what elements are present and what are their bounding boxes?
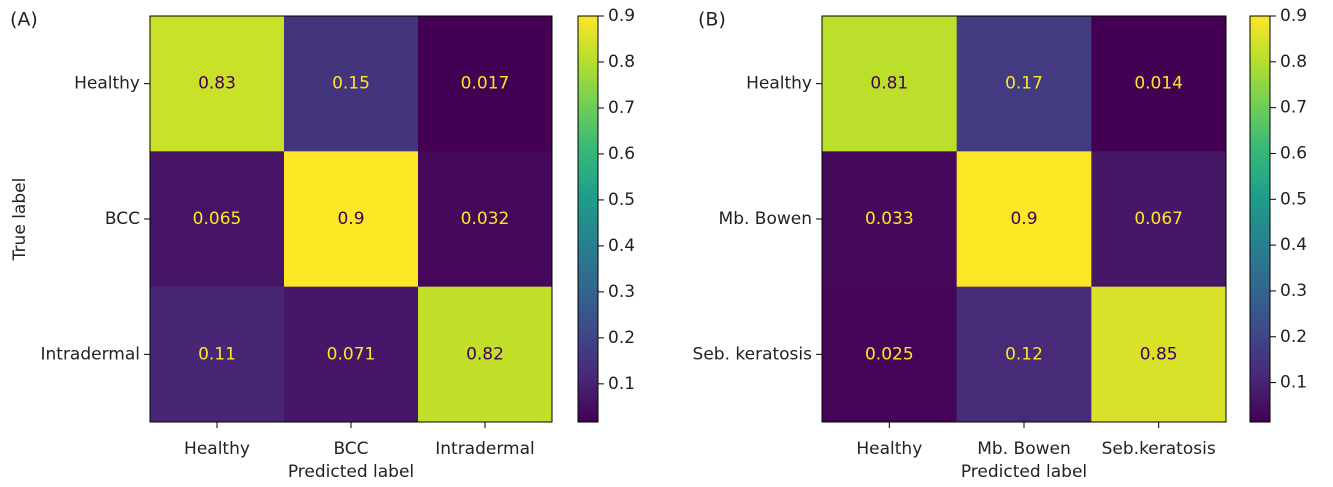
cell-label: 0.014 (1134, 74, 1183, 94)
cell (150, 286, 285, 423)
cell (956, 286, 1092, 423)
y-tick-label: Seb. keratosis (693, 344, 813, 364)
cell-label: 0.85 (1140, 344, 1178, 364)
cell-label: 0.12 (1005, 344, 1043, 364)
cell (822, 16, 958, 152)
x-tick-label: Healthy (856, 439, 922, 459)
y-axis-label: True label (10, 178, 30, 262)
colorbar-tick-label: 0.2 (608, 328, 635, 348)
cell (150, 16, 285, 152)
colorbar-tick-label: 0.9 (608, 6, 635, 26)
colorbar-tick-label: 0.8 (1280, 52, 1307, 72)
colorbar (577, 15, 599, 423)
x-tick-label: Mb. Bowen (977, 439, 1070, 459)
cell-label: 0.81 (870, 74, 908, 94)
cell (150, 151, 285, 288)
cell (418, 16, 553, 152)
cell (822, 151, 958, 288)
colorbar-tick-label: 0.5 (1280, 189, 1307, 209)
cell-label: 0.9 (1010, 209, 1037, 229)
cell (1091, 151, 1227, 288)
cell (956, 151, 1092, 288)
cell (418, 286, 553, 423)
colorbar-tick-label: 0.2 (1280, 327, 1307, 347)
cell (418, 151, 553, 288)
cell-label: 0.065 (193, 209, 242, 229)
cell-label: 0.017 (461, 74, 510, 94)
panel-label: (A) (10, 9, 38, 31)
cell-label: 0.17 (1005, 74, 1043, 94)
cell (1091, 286, 1227, 423)
cell (284, 16, 419, 152)
colorbar-tick-label: 0.7 (608, 98, 635, 118)
cell (1091, 16, 1227, 152)
colorbar-tick-label: 0.6 (1280, 143, 1307, 163)
cell-label: 0.033 (865, 209, 914, 229)
x-axis-label: Predicted label (288, 462, 414, 482)
y-tick-label: Healthy (74, 74, 140, 94)
cell-label: 0.032 (461, 209, 510, 229)
y-tick-label: BCC (105, 209, 140, 229)
colorbar (1249, 15, 1271, 423)
colorbar-tick-label: 0.3 (608, 282, 635, 302)
colorbar-tick-label: 0.6 (608, 144, 635, 164)
cell-label: 0.9 (337, 209, 364, 229)
cell-label: 0.15 (332, 74, 370, 94)
colorbar-tick-label: 0.5 (608, 190, 635, 210)
y-tick-label: Healthy (746, 74, 812, 94)
cell-label: 0.83 (198, 74, 236, 94)
x-tick-label: BCC (333, 439, 368, 459)
panel-label: (B) (698, 9, 726, 31)
cell (284, 286, 419, 423)
x-tick-label: Intradermal (435, 439, 535, 459)
cell-label: 0.071 (327, 344, 376, 364)
cell-label: 0.025 (865, 344, 914, 364)
cell (956, 16, 1092, 152)
cell (284, 151, 419, 288)
colorbar-tick-label: 0.1 (608, 374, 635, 394)
x-tick-label: Healthy (184, 439, 250, 459)
colorbar-tick-label: 0.9 (1280, 6, 1307, 26)
cell (822, 286, 958, 423)
cell-label: 0.067 (1134, 209, 1183, 229)
cell-label: 0.82 (466, 344, 504, 364)
colorbar-tick-label: 0.3 (1280, 281, 1307, 301)
colorbar-tick-label: 0.4 (608, 236, 635, 256)
colorbar-tick-label: 0.4 (1280, 235, 1307, 255)
colorbar-tick-label: 0.7 (1280, 98, 1307, 118)
x-tick-label: Seb.keratosis (1102, 439, 1216, 459)
cell-label: 0.11 (198, 344, 236, 364)
x-axis-label: Predicted label (961, 462, 1087, 482)
colorbar-tick-label: 0.8 (608, 52, 635, 72)
y-tick-label: Intradermal (40, 344, 140, 364)
colorbar-tick-label: 0.1 (1280, 373, 1307, 393)
y-tick-label: Mb. Bowen (719, 209, 812, 229)
